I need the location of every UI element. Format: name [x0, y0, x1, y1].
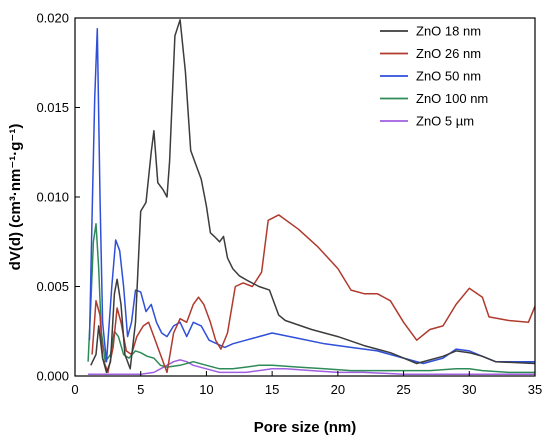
y-tick-label: 0.000	[36, 369, 69, 384]
legend-label: ZnO 100 nm	[416, 91, 488, 106]
series-line-2	[91, 214, 536, 374]
series-line-4	[87, 223, 535, 374]
x-tick-label: 35	[528, 382, 542, 397]
axes: 0 5 10 15 20 25 30 35 0.000 0.005 0.010 0.015 0.020	[36, 11, 542, 398]
x-axis-title: Pore size (nm)	[254, 419, 357, 436]
x-tick-label: 5	[137, 382, 144, 397]
legend-label: ZnO 5 µm	[416, 114, 474, 129]
series-lines	[87, 19, 536, 375]
legend-label: ZnO 26 nm	[416, 46, 481, 61]
x-tick-label: 10	[199, 382, 213, 397]
legend-label: ZnO 50 nm	[416, 69, 481, 84]
legend: ZnO 18 nm ZnO 26 nm ZnO 50 nm ZnO 100 nm ZnO…	[380, 24, 488, 129]
x-tick-label: 0	[71, 382, 78, 397]
y-tick-label: 0.020	[36, 11, 69, 26]
legend-label: ZnO 18 nm	[416, 24, 481, 39]
x-tick-label: 20	[331, 382, 345, 397]
x-tick-label: 30	[462, 382, 476, 397]
series-line-1	[90, 19, 536, 374]
series-line-5	[88, 359, 535, 375]
x-tick-label: 25	[396, 382, 410, 397]
y-tick-label: 0.015	[36, 100, 69, 115]
y-tick-label: 0.005	[36, 279, 69, 294]
y-tick-label: 0.010	[36, 190, 69, 205]
y-axis-title: dV(d) (cm³·nm⁻¹·g⁻¹)	[7, 124, 24, 271]
x-tick-label: 15	[265, 382, 279, 397]
